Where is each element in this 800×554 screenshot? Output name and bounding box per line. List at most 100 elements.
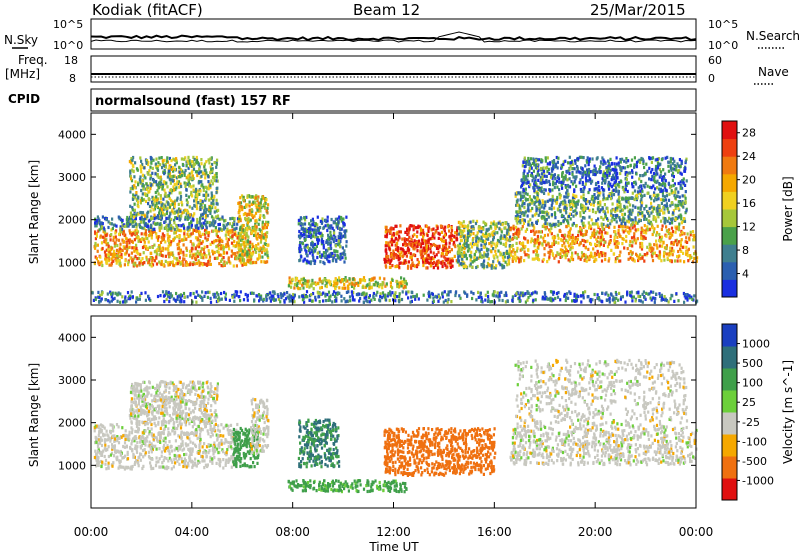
data-cell — [139, 220, 143, 224]
data-cell — [298, 243, 301, 248]
data-cell — [575, 205, 578, 209]
data-cell — [167, 248, 170, 252]
data-cell — [487, 248, 490, 252]
data-cell — [571, 170, 574, 175]
data-cell — [187, 161, 190, 165]
data-cell — [157, 201, 161, 205]
data-cell — [199, 234, 202, 238]
data-cell — [599, 200, 602, 204]
data-cell — [305, 284, 308, 288]
data-cell — [615, 213, 618, 218]
data-cell — [189, 177, 192, 181]
data-cell — [641, 241, 644, 246]
data-cell — [131, 206, 134, 210]
data-cell — [217, 229, 221, 233]
data-cell — [245, 233, 248, 237]
data-cell — [650, 201, 653, 205]
data-cell — [186, 159, 189, 163]
data-cell — [336, 281, 339, 285]
data-cell — [245, 203, 248, 207]
data-cell — [530, 198, 533, 202]
data-cell — [113, 244, 116, 248]
data-cell — [216, 179, 219, 183]
data-cell — [130, 251, 133, 255]
data-cell — [340, 219, 343, 223]
data-cell — [133, 246, 136, 250]
data-cell — [627, 171, 630, 175]
data-cell — [542, 257, 545, 262]
data-cell — [654, 173, 657, 177]
data-cell — [521, 194, 524, 198]
data-cell — [157, 246, 160, 250]
data-cell — [198, 260, 201, 264]
data-cell — [571, 162, 574, 166]
data-cell — [139, 216, 142, 220]
data-cell — [538, 206, 541, 210]
data-cell — [207, 185, 210, 189]
data-cell — [561, 234, 564, 238]
data-cell — [398, 257, 401, 261]
data-cell — [215, 198, 218, 202]
data-cell — [131, 163, 134, 167]
data-cell — [548, 245, 551, 249]
data-cell — [556, 160, 559, 164]
data-cell — [615, 216, 618, 220]
data-cell — [460, 248, 463, 252]
data-cell — [333, 231, 336, 235]
data-cell — [547, 257, 551, 261]
data-cell — [170, 217, 173, 222]
data-cell — [695, 259, 698, 263]
data-cell — [679, 244, 682, 248]
data-cell — [148, 258, 151, 262]
data-cell — [264, 222, 267, 227]
data-cell — [385, 232, 389, 236]
data-cell — [167, 224, 170, 228]
data-cell — [478, 227, 481, 231]
data-cell — [519, 214, 522, 219]
data-cell — [588, 215, 591, 219]
data-cell — [121, 248, 124, 252]
data-cell — [410, 257, 413, 262]
data-cell — [167, 263, 170, 267]
data-cell — [461, 246, 464, 250]
data-cell — [258, 227, 261, 232]
data-cell — [477, 248, 480, 252]
data-cell — [170, 159, 173, 163]
data-cell — [225, 243, 228, 247]
data-cell — [158, 228, 161, 233]
data-cell — [564, 205, 567, 209]
data-cell — [234, 230, 237, 234]
data-cell — [315, 233, 318, 237]
data-cell — [133, 208, 136, 212]
data-cell — [643, 235, 646, 239]
data-cell — [569, 207, 572, 211]
data-cell — [178, 256, 181, 260]
data-cell — [298, 246, 301, 251]
data-cell — [334, 287, 337, 291]
data-cell — [168, 156, 171, 161]
data-cell — [511, 259, 514, 263]
data-cell — [406, 266, 410, 270]
data-cell — [192, 228, 195, 232]
data-cell — [567, 235, 570, 239]
data-cell — [534, 248, 537, 253]
data-cell — [430, 228, 433, 232]
data-cell — [151, 230, 154, 234]
data-cell — [535, 207, 538, 211]
data-cell — [489, 225, 492, 229]
data-cell — [634, 228, 637, 232]
data-cell — [155, 232, 158, 236]
data-cell — [451, 264, 454, 268]
data-cell — [610, 219, 613, 223]
data-cell — [142, 217, 145, 222]
data-cell — [669, 235, 672, 239]
data-cell — [175, 223, 178, 228]
data-cell — [104, 240, 107, 244]
data-cell — [563, 253, 566, 257]
data-cell — [306, 282, 309, 286]
data-cell — [617, 205, 621, 209]
data-cell — [402, 243, 405, 247]
data-cell — [676, 254, 679, 259]
data-cell — [546, 212, 549, 216]
data-cell — [499, 237, 502, 241]
